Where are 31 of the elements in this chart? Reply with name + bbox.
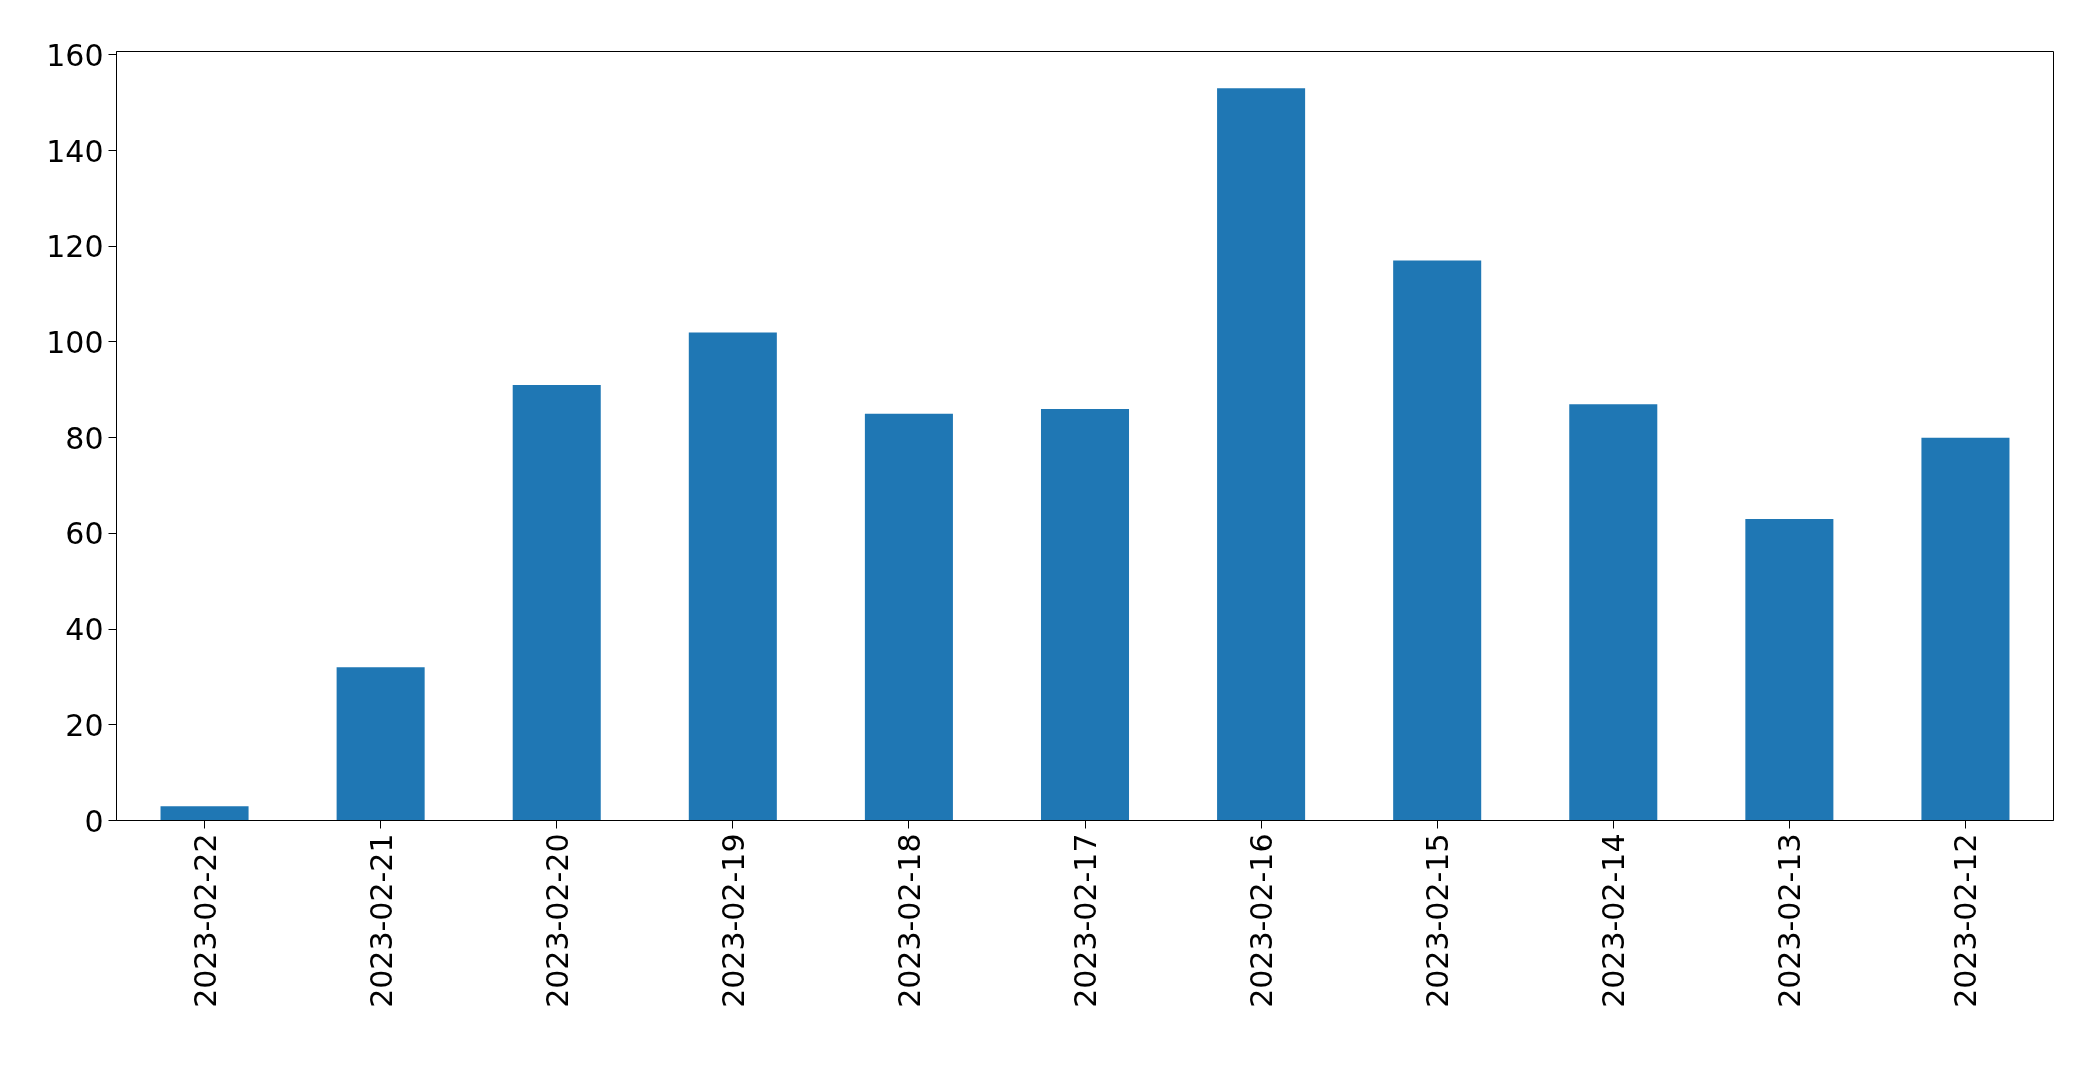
- x-tick-label: 2023-02-22: [187, 833, 223, 1008]
- x-tick-label: 2023-02-19: [715, 833, 751, 1008]
- bar: [1569, 404, 1658, 821]
- x-tick-label: 2023-02-12: [1948, 833, 1984, 1008]
- y-tick-label: 160: [46, 37, 104, 73]
- x-tick-label: 2023-02-14: [1596, 833, 1632, 1008]
- y-tick-label: 140: [46, 133, 104, 169]
- bar: [1745, 519, 1834, 821]
- y-tick-label: 80: [65, 420, 104, 456]
- x-tick-label: 2023-02-15: [1420, 833, 1456, 1008]
- y-tick-label: 60: [65, 516, 104, 552]
- x-tick-label: 2023-02-18: [891, 833, 927, 1008]
- bar: [160, 806, 249, 821]
- bar: [688, 332, 777, 821]
- y-tick-label: 0: [84, 803, 104, 839]
- bar: [512, 385, 601, 821]
- y-tick-label: 20: [65, 707, 104, 743]
- y-tick-label: 40: [65, 612, 104, 648]
- bar: [864, 413, 953, 821]
- bar: [336, 667, 425, 821]
- x-tick-label: 2023-02-20: [539, 833, 575, 1008]
- x-tick-label: 2023-02-21: [363, 833, 399, 1008]
- x-tick-label: 2023-02-17: [1068, 833, 1103, 1008]
- y-tick-label: 100: [46, 324, 104, 360]
- bar: [1393, 260, 1482, 821]
- x-tick-label: 2023-02-13: [1772, 833, 1808, 1008]
- bar: [1921, 437, 2010, 821]
- x-tick-label: 2023-02-16: [1244, 833, 1280, 1008]
- bar: [1040, 408, 1130, 821]
- y-tick-label: 120: [46, 229, 104, 265]
- bar: [1217, 88, 1306, 821]
